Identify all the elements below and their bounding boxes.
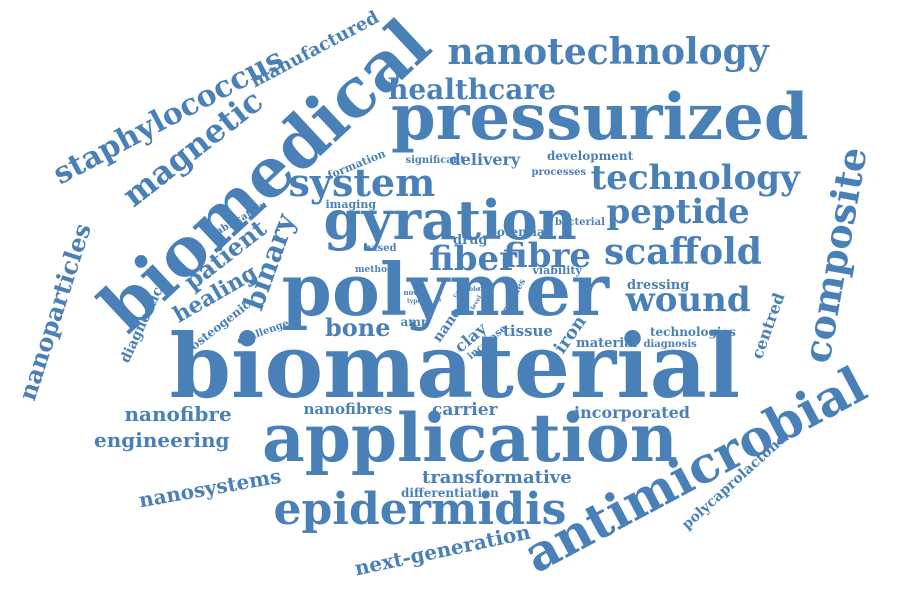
cloud-word: based <box>364 243 397 254</box>
cloud-word: novel <box>403 287 425 297</box>
cloud-word: wound <box>625 280 751 320</box>
cloud-word: differentiation <box>401 486 499 500</box>
cloud-word: type <box>407 298 422 305</box>
cloud-word: technology <box>590 158 800 198</box>
cloud-word: pressurized <box>391 80 809 155</box>
cloud-word: nanoparticles <box>12 219 97 404</box>
cloud-word: amp <box>400 315 430 329</box>
cloud-word: material <box>576 335 638 351</box>
cloud-word: fibre <box>503 236 592 276</box>
cloud-word: development <box>547 149 634 163</box>
cloud-word: delivery <box>449 150 521 169</box>
cloud-word: tissue <box>503 321 553 340</box>
cloud-word: gyration <box>323 188 577 252</box>
cloud-word: bacterial <box>555 217 605 228</box>
cloud-word: centred <box>746 290 789 362</box>
cloud-word: nanofibre <box>124 402 232 426</box>
cloud-word: healthcare <box>388 73 556 106</box>
cloud-word: epidermidis <box>273 484 567 535</box>
cloud-word: technologies <box>650 325 736 339</box>
cloud-word: application <box>262 399 678 477</box>
cloud-word: diagnosis <box>643 339 697 350</box>
cloud-word: processes <box>531 167 587 178</box>
cloud-word: cell <box>478 283 493 293</box>
cloud-word: dressing <box>627 277 690 293</box>
cloud-word: imaging <box>325 197 377 211</box>
cloud-word: scaffold <box>604 231 762 273</box>
cloud-word: able <box>465 286 480 293</box>
cloud-word: system <box>288 160 436 205</box>
cloud-word: viability <box>532 263 582 277</box>
cloud-word: engineering <box>94 428 230 452</box>
cloud-word: drug <box>453 232 488 248</box>
cloud-word: fiber <box>429 239 518 279</box>
cloud-word: bone <box>325 313 391 342</box>
cloud-word: significant <box>405 155 465 166</box>
cloud-word: method <box>355 264 394 275</box>
cloud-word: composite <box>793 143 876 367</box>
cloud-word: incorporated <box>574 403 690 422</box>
cloud-word: nanotechnology <box>447 31 769 73</box>
cloud-word: transformative <box>422 467 572 488</box>
cloud-word: polymer <box>281 247 609 332</box>
cloud-word: peptide <box>606 192 750 232</box>
cloud-word: carrier <box>432 399 498 420</box>
cloud-word: nanosystems <box>137 463 283 513</box>
cloud-word: biomaterial <box>169 314 741 418</box>
cloud-word: nanofibres <box>303 399 393 418</box>
cloud-word: potential <box>488 225 550 239</box>
